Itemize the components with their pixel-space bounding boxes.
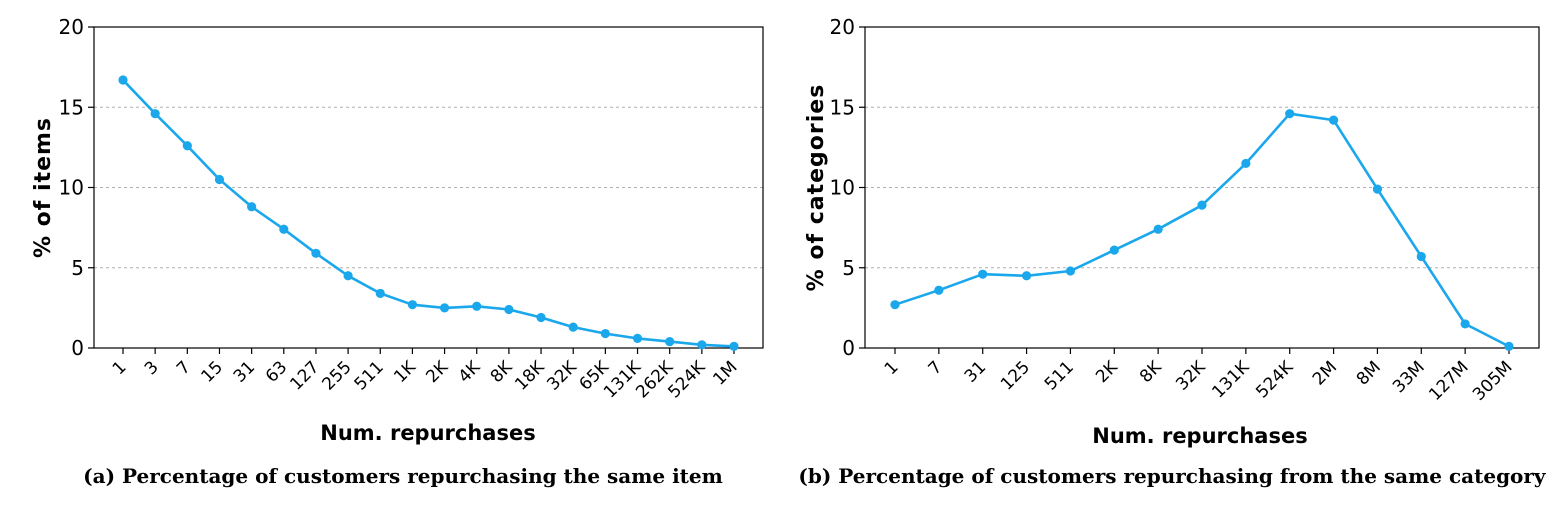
- chart-a-ytick-label: 20: [59, 15, 84, 39]
- chart-a-xtick-label: 511: [351, 357, 388, 394]
- chart-a-data-point: [182, 141, 192, 151]
- chart-b-xtick-label: 8M: [1353, 357, 1385, 389]
- chart-a-data-point: [407, 300, 418, 310]
- chart-a-data-point: [504, 304, 514, 315]
- chart-a-data-point: [118, 75, 128, 85]
- chart-a-data-point: [279, 224, 289, 234]
- chart-a-xtick-label: 127: [286, 357, 323, 394]
- chart-b-xlabel: Num. repurchases: [1092, 424, 1307, 448]
- chart-a-ytick-label: 15: [59, 95, 84, 119]
- chart-a-xtick-label: 7: [173, 357, 195, 379]
- chart-b-data-point: [1197, 200, 1207, 210]
- chart-b-data-point: [1021, 271, 1032, 281]
- chart-a-data-point: [729, 341, 739, 351]
- chart-a-data-point: [665, 336, 675, 347]
- chart-b-xtick-label: 2K: [1092, 357, 1122, 387]
- chart-a-data-point: [697, 340, 707, 350]
- chart-a-ytick-label: 10: [59, 176, 84, 200]
- chart-b-ytick-label: 10: [830, 176, 855, 200]
- chart-b-ytick-label: 15: [830, 95, 855, 119]
- chart-a-caption: (a) Percentage of customers repurchasing…: [83, 464, 723, 488]
- chart-a-data-point: [343, 271, 353, 281]
- chart-a-xtick-label: 524K: [664, 357, 710, 403]
- chart-b-data-point: [1153, 224, 1163, 234]
- chart-a-xtick-label: 31: [230, 357, 259, 386]
- chart-a-xtick-label: 63: [262, 357, 291, 386]
- chart-b-series-line: [894, 112, 1510, 348]
- chart-b-xtick-label: 305M: [1469, 357, 1516, 404]
- chart-b-caption: (b) Percentage of customers repurchasing…: [798, 464, 1547, 488]
- chart-b-data-point: [890, 300, 900, 310]
- chart-a-xtick-label: 255: [319, 357, 356, 394]
- chart-a-data-point: [536, 312, 546, 323]
- chart-b-xtick-label: 2M: [1309, 357, 1341, 389]
- chart-a-xtick-label: 1K: [390, 357, 420, 387]
- chart-a-xtick-label: 2K: [422, 357, 452, 387]
- chart-a-xtick-label: 1M: [709, 357, 741, 389]
- chart-a-xtick-label: 3: [141, 357, 163, 379]
- chart-a-data-point: [632, 333, 643, 343]
- chart-b-ylabel: % of categories: [804, 84, 829, 292]
- chart-b-xtick-label: 131K: [1208, 357, 1254, 403]
- chart-b-xtick-label: 127M: [1425, 357, 1472, 404]
- chart-b-data-point: [1372, 184, 1383, 194]
- chart-a-ytick-label: 5: [71, 256, 84, 280]
- chart-b-data-point: [1285, 109, 1295, 119]
- chart-a-ylabel: % of items: [31, 117, 56, 258]
- chart-b-xtick-label: 7: [925, 357, 947, 379]
- chart-b-ytick-label: 5: [842, 256, 855, 280]
- chart-b-xtick-label: 8K: [1136, 357, 1166, 387]
- chart-b-xtick-label: 125: [997, 357, 1034, 394]
- chart-b-data-point: [1460, 319, 1470, 329]
- chart-b-xtick-label: 1: [881, 357, 903, 379]
- chart-a-data-point: [600, 328, 610, 339]
- chart-b-xtick-label: 31: [961, 357, 990, 386]
- chart-b-ytick-label: 20: [830, 15, 855, 39]
- chart-b-xtick-label: 524K: [1252, 357, 1298, 403]
- chart-b-data-point: [1416, 251, 1426, 262]
- chart-b-data-point: [1328, 115, 1339, 125]
- chart-a-data-point: [214, 174, 225, 185]
- chart-a-xtick-label: 32K: [543, 357, 581, 395]
- chart-a-data-point: [375, 288, 385, 299]
- chart-a-xtick-label: 15: [198, 357, 227, 386]
- chart-a-data-point: [247, 202, 257, 212]
- chart-b-data-point: [934, 285, 944, 295]
- chart-b-data-point: [1109, 245, 1119, 255]
- chart-a-data-point: [568, 322, 578, 332]
- chart-a-plot-frame: [93, 26, 764, 349]
- chart-b-data-point: [1241, 158, 1251, 169]
- chart-b-xtick-label: 511: [1041, 357, 1078, 394]
- chart-b-data-point: [978, 269, 988, 279]
- chart-a-xtick-label: 18K: [511, 357, 549, 395]
- chart-b-xtick-label: 32K: [1172, 357, 1210, 395]
- chart-b-xtick-label: 33M: [1389, 357, 1429, 397]
- chart-a-ytick-label: 0: [71, 336, 84, 360]
- chart-a-xtick-label: 4K: [455, 357, 485, 387]
- chart-b-data-point: [1504, 341, 1514, 351]
- chart-b-data-point: [1065, 266, 1076, 276]
- chart-a-xlabel: Num. repurchases: [320, 421, 535, 445]
- chart-a-series-line: [122, 79, 735, 348]
- chart-a-xtick-label: 1: [109, 357, 131, 379]
- chart-a-data-point: [472, 301, 482, 311]
- chart-a-data-point: [439, 303, 450, 313]
- chart-b-ytick-label: 0: [842, 336, 855, 360]
- chart-a-data-point: [311, 248, 321, 258]
- chart-a-data-point: [150, 109, 160, 119]
